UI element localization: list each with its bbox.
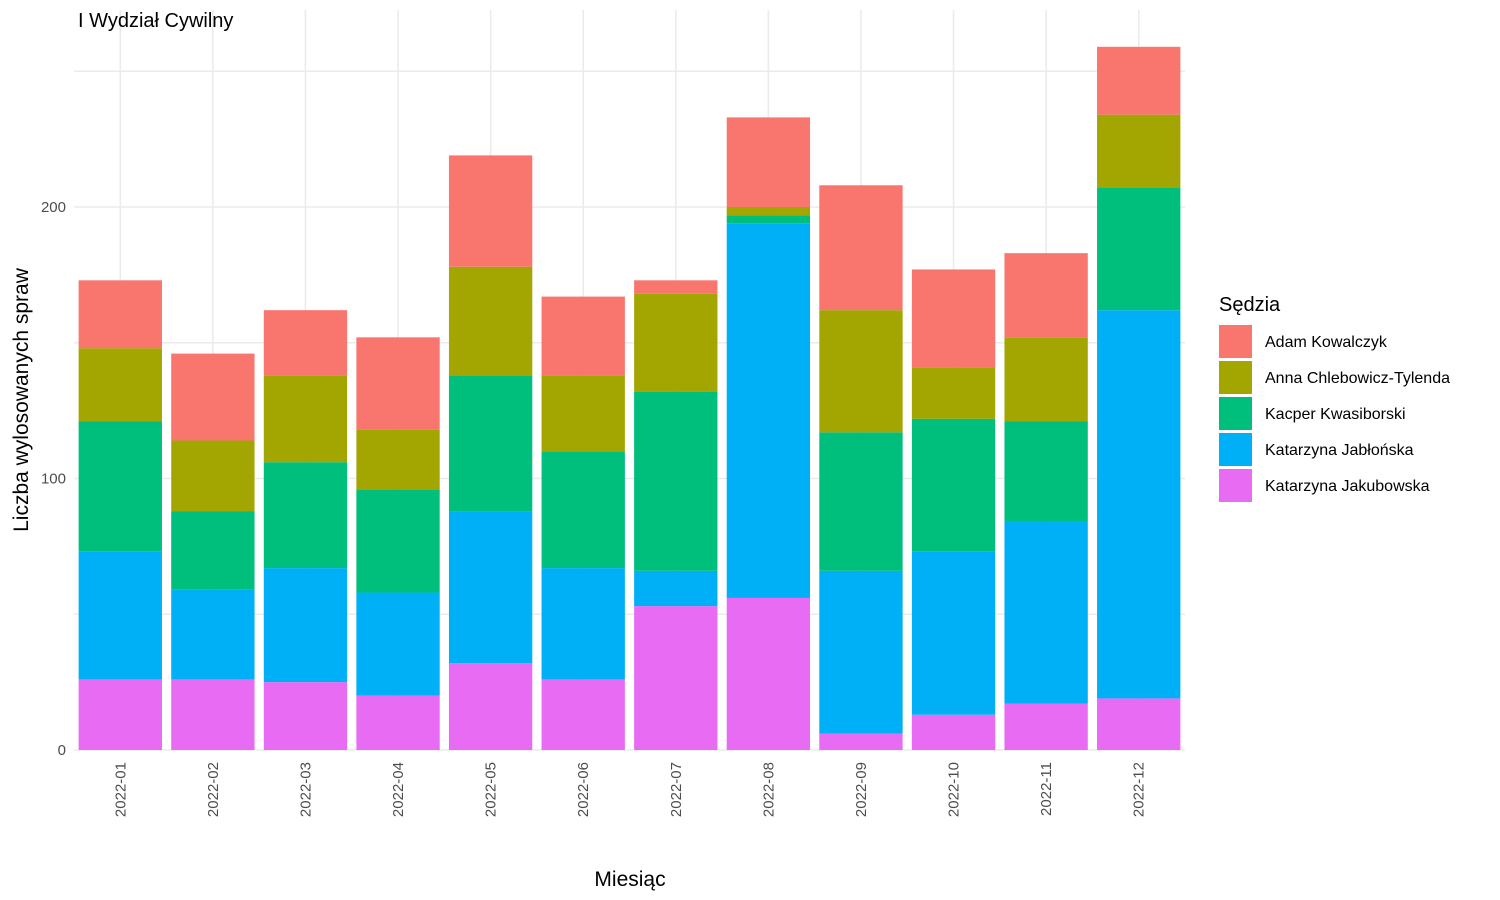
bar-segment [78,551,162,680]
bar-segment [356,489,440,593]
bar-segment [541,375,625,452]
legend-swatch [1219,397,1252,430]
bar-segment [171,589,255,680]
bar-segment [726,207,811,216]
bar-segment [1097,698,1181,750]
x-tick-label: 2022-06 [575,762,592,817]
legend-label: Katarzyna Jakubowska [1265,478,1430,495]
bar-segment [911,418,996,552]
legend-title: Sędzia [1219,294,1281,316]
bar-segment [541,296,625,376]
bar-segment [1004,521,1088,704]
bar-segment [911,367,996,419]
bar-segment [263,682,348,751]
x-tick-label: 2022-09 [853,762,870,817]
bar-segment [448,511,533,664]
legend-swatch [1219,325,1252,358]
bar-segment [726,597,811,750]
bar-segment [448,266,533,376]
bar-segment [263,462,348,569]
legend-swatch [1219,361,1252,394]
bar-segment [171,353,255,441]
x-tick-label: 2022-07 [668,762,685,817]
bar-segment [1004,253,1088,338]
bar-segment [448,375,533,512]
y-axis-title: Liczba wylosowanych spraw [10,267,33,532]
bar-segment [911,551,996,715]
bar-segment [819,432,903,571]
bar-segment [634,606,718,750]
bar-segment [356,337,440,430]
bar-segment [1004,337,1088,422]
bar-segment [726,215,811,224]
legend-label: Katarzyna Jabłońska [1265,442,1414,459]
bar-segment [356,695,440,750]
bar-segment [78,679,162,750]
bar-segment [263,375,348,463]
legend-swatch [1219,433,1252,466]
bar-segment [78,348,162,422]
y-tick-label: 100 [41,471,66,488]
bar-segment [819,570,903,734]
bar-segment [541,568,625,680]
x-tick-label: 2022-02 [205,762,222,817]
chart-title: I Wydział Cywilny [78,10,233,32]
y-tick-label: 200 [41,199,66,216]
x-tick-label: 2022-10 [946,762,963,817]
bar-segment [171,679,255,750]
bar-segment [541,679,625,750]
legend-label: Anna Chlebowicz-Tylenda [1265,370,1450,387]
bar-segment [911,269,996,368]
legend-label: Adam Kowalczyk [1265,334,1388,351]
y-axis-ticks: 0 100 200 [41,199,66,759]
bar-segment [819,310,903,433]
x-tick-label: 2022-05 [483,762,500,817]
bar-segment [819,733,903,750]
x-tick-label: 2022-01 [112,762,129,817]
y-tick-label: 0 [58,742,66,759]
legend-label: Kacper Kwasiborski [1265,406,1406,423]
bar-segment [1004,421,1088,522]
x-tick-label: 2022-04 [390,762,407,817]
bar-segment [634,391,718,571]
bar-segment [726,117,811,207]
x-tick-label: 2022-11 [1038,762,1055,816]
bar-segment [634,280,718,294]
bar-segment [1097,188,1181,311]
x-axis-title: Miesiąc [594,868,665,891]
bar-segment [1004,703,1088,750]
bar-segment [1097,114,1181,188]
x-tick-label: 2022-12 [1131,762,1148,817]
bar-segment [263,310,348,376]
bar-segment [356,592,440,696]
bar-segment [726,223,811,598]
bar-segment [541,451,625,569]
bars [78,46,1181,751]
bar-segment [819,185,903,311]
bar-segment [911,714,996,750]
bar-segment [1097,310,1181,699]
bar-segment [634,570,718,607]
bar-segment [634,293,718,392]
bar-segment [448,155,533,267]
x-tick-label: 2022-03 [298,762,315,817]
x-axis-ticks: 2022-01 2022-02 2022-03 2022-04 2022-05 2022-… [112,762,1147,817]
bar-segment [171,511,255,590]
bar-segment [448,663,533,750]
bar-segment [356,429,440,490]
bar-segment [78,280,162,349]
x-tick-label: 2022-08 [760,762,777,817]
bar-segment [78,421,162,552]
bar-segment [1097,46,1181,115]
legend: Sędzia Adam Kowalczyk Anna Chlebowicz-Tyl… [1219,294,1450,502]
legend-swatch [1219,469,1252,502]
bar-segment [171,440,255,512]
bar-segment [263,568,348,683]
